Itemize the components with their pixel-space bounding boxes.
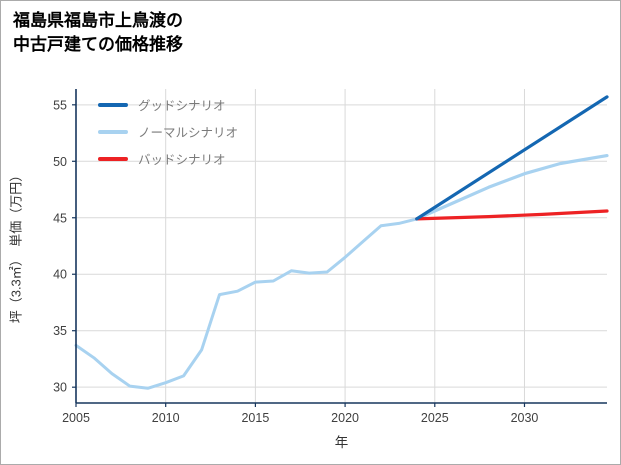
chart-title-line1: 福島県福島市上鳥渡の — [13, 11, 183, 30]
x-axis-label: 年 — [334, 435, 349, 450]
legend-item-bad-scenario[interactable]: バッドシナリオ — [98, 145, 238, 172]
legend-label-good: グッドシナリオ — [138, 99, 226, 113]
series-line-bad — [415, 209, 609, 221]
legend: グッドシナリオ ノーマルシナリオ バッドシナリオ — [98, 91, 238, 172]
series-line-good — [415, 95, 609, 221]
chart-title-line2: 中古戸建ての価格推移 — [13, 34, 183, 54]
series-line-normal — [415, 154, 609, 221]
series-line-history — [74, 217, 419, 390]
x-tick-label: 2020 — [331, 411, 359, 425]
legend-item-normal-scenario[interactable]: ノーマルシナリオ — [98, 118, 238, 145]
legend-swatch-normal — [98, 129, 128, 134]
x-tick-label: 2025 — [421, 411, 449, 425]
y-tick-label: 45 — [53, 211, 67, 225]
legend-swatch-bad — [98, 156, 128, 161]
y-tick-label: 40 — [53, 268, 67, 282]
x-tick-label: 2015 — [241, 411, 269, 425]
x-tick-label: 2010 — [152, 411, 180, 425]
y-axis-label: 坪（3.3㎡） 単価（万円） — [8, 168, 24, 324]
y-tick-label: 55 — [53, 98, 67, 112]
y-tick-label: 30 — [53, 381, 67, 395]
legend-label-bad: バッドシナリオ — [138, 153, 226, 167]
x-tick-label: 2005 — [62, 411, 90, 425]
legend-swatch-good — [98, 102, 128, 107]
x-tick-label: 2030 — [511, 411, 539, 425]
chart-title: 福島県福島市上鳥渡の 中古戸建ての価格推移 — [13, 9, 183, 57]
legend-label-normal: ノーマルシナリオ — [138, 126, 239, 140]
legend-item-good-scenario[interactable]: グッドシナリオ — [98, 91, 238, 118]
y-tick-label: 35 — [53, 324, 67, 338]
y-tick-label: 50 — [53, 155, 67, 169]
